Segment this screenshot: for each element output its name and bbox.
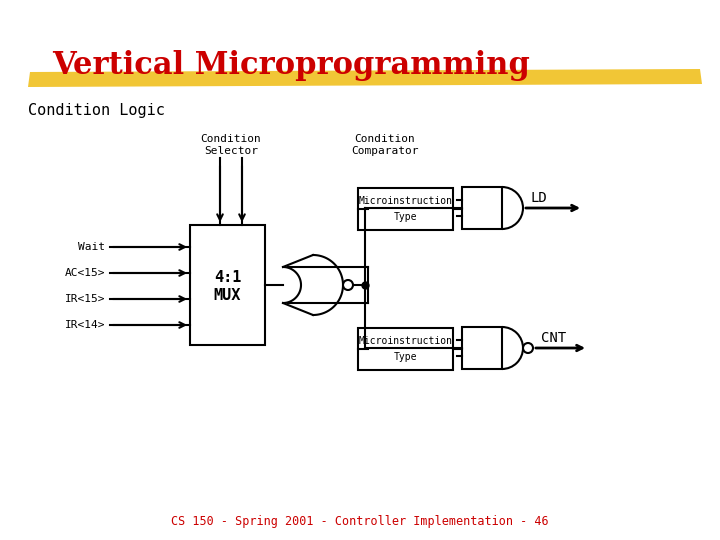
Text: Condition
Comparator: Condition Comparator xyxy=(351,134,419,156)
Circle shape xyxy=(523,343,533,353)
Text: Condition Logic: Condition Logic xyxy=(28,103,165,118)
Text: Microinstruction: Microinstruction xyxy=(359,336,452,346)
Text: AC<15>: AC<15> xyxy=(65,268,105,278)
Polygon shape xyxy=(28,69,702,87)
Text: Wait: Wait xyxy=(78,242,105,252)
Bar xyxy=(190,225,265,345)
Text: LD: LD xyxy=(531,191,548,205)
Text: Type: Type xyxy=(394,212,418,222)
Text: MUX: MUX xyxy=(214,288,241,303)
Text: 4:1: 4:1 xyxy=(214,269,241,285)
Bar xyxy=(462,327,502,369)
Text: CNT: CNT xyxy=(541,331,566,345)
Bar xyxy=(462,187,502,229)
Text: IR<14>: IR<14> xyxy=(65,320,105,330)
Text: IR<15>: IR<15> xyxy=(65,294,105,304)
Text: Condition
Selector: Condition Selector xyxy=(201,134,261,156)
Bar xyxy=(358,328,453,370)
Circle shape xyxy=(343,280,353,290)
Bar xyxy=(358,188,453,230)
Text: CS 150 - Spring 2001 - Controller Implementation - 46: CS 150 - Spring 2001 - Controller Implem… xyxy=(171,515,549,528)
Text: Type: Type xyxy=(394,352,418,362)
Text: Vertical Microprogramming: Vertical Microprogramming xyxy=(52,50,530,81)
Text: Microinstruction: Microinstruction xyxy=(359,196,452,206)
